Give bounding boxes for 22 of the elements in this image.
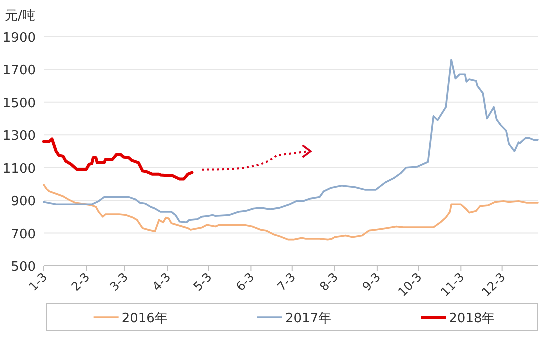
x-tick-label: 9-3 — [360, 270, 384, 294]
legend-label: 2018年 — [449, 312, 496, 326]
line-series — [43, 59, 539, 224]
line-series — [43, 184, 539, 241]
x-tick-label: 6-3 — [234, 270, 258, 294]
y-tick-label: 1700 — [2, 64, 36, 79]
y-axis-title: 元/吨 — [5, 9, 36, 24]
x-tick-label: 3-3 — [107, 270, 132, 294]
x-tick-label: 7-3 — [274, 270, 298, 294]
x-tick-label: 2-3 — [68, 270, 93, 294]
line-series — [42, 138, 194, 181]
y-tick-label: 1500 — [2, 96, 36, 112]
x-tick-label: 5-3 — [191, 270, 215, 294]
x-tick-label: 4-3 — [150, 270, 174, 294]
y-tick-label: 1300 — [2, 129, 36, 144]
legend-label: 2016年 — [122, 312, 168, 326]
x-tick-label: 8-3 — [317, 270, 342, 294]
y-tick-label: 900 — [11, 194, 36, 210]
legend-label: 2017年 — [286, 312, 332, 326]
y-tick-label: 1100 — [2, 162, 36, 177]
y-tick-label: 700 — [11, 227, 36, 242]
y-tick-label: 1900 — [2, 31, 36, 46]
